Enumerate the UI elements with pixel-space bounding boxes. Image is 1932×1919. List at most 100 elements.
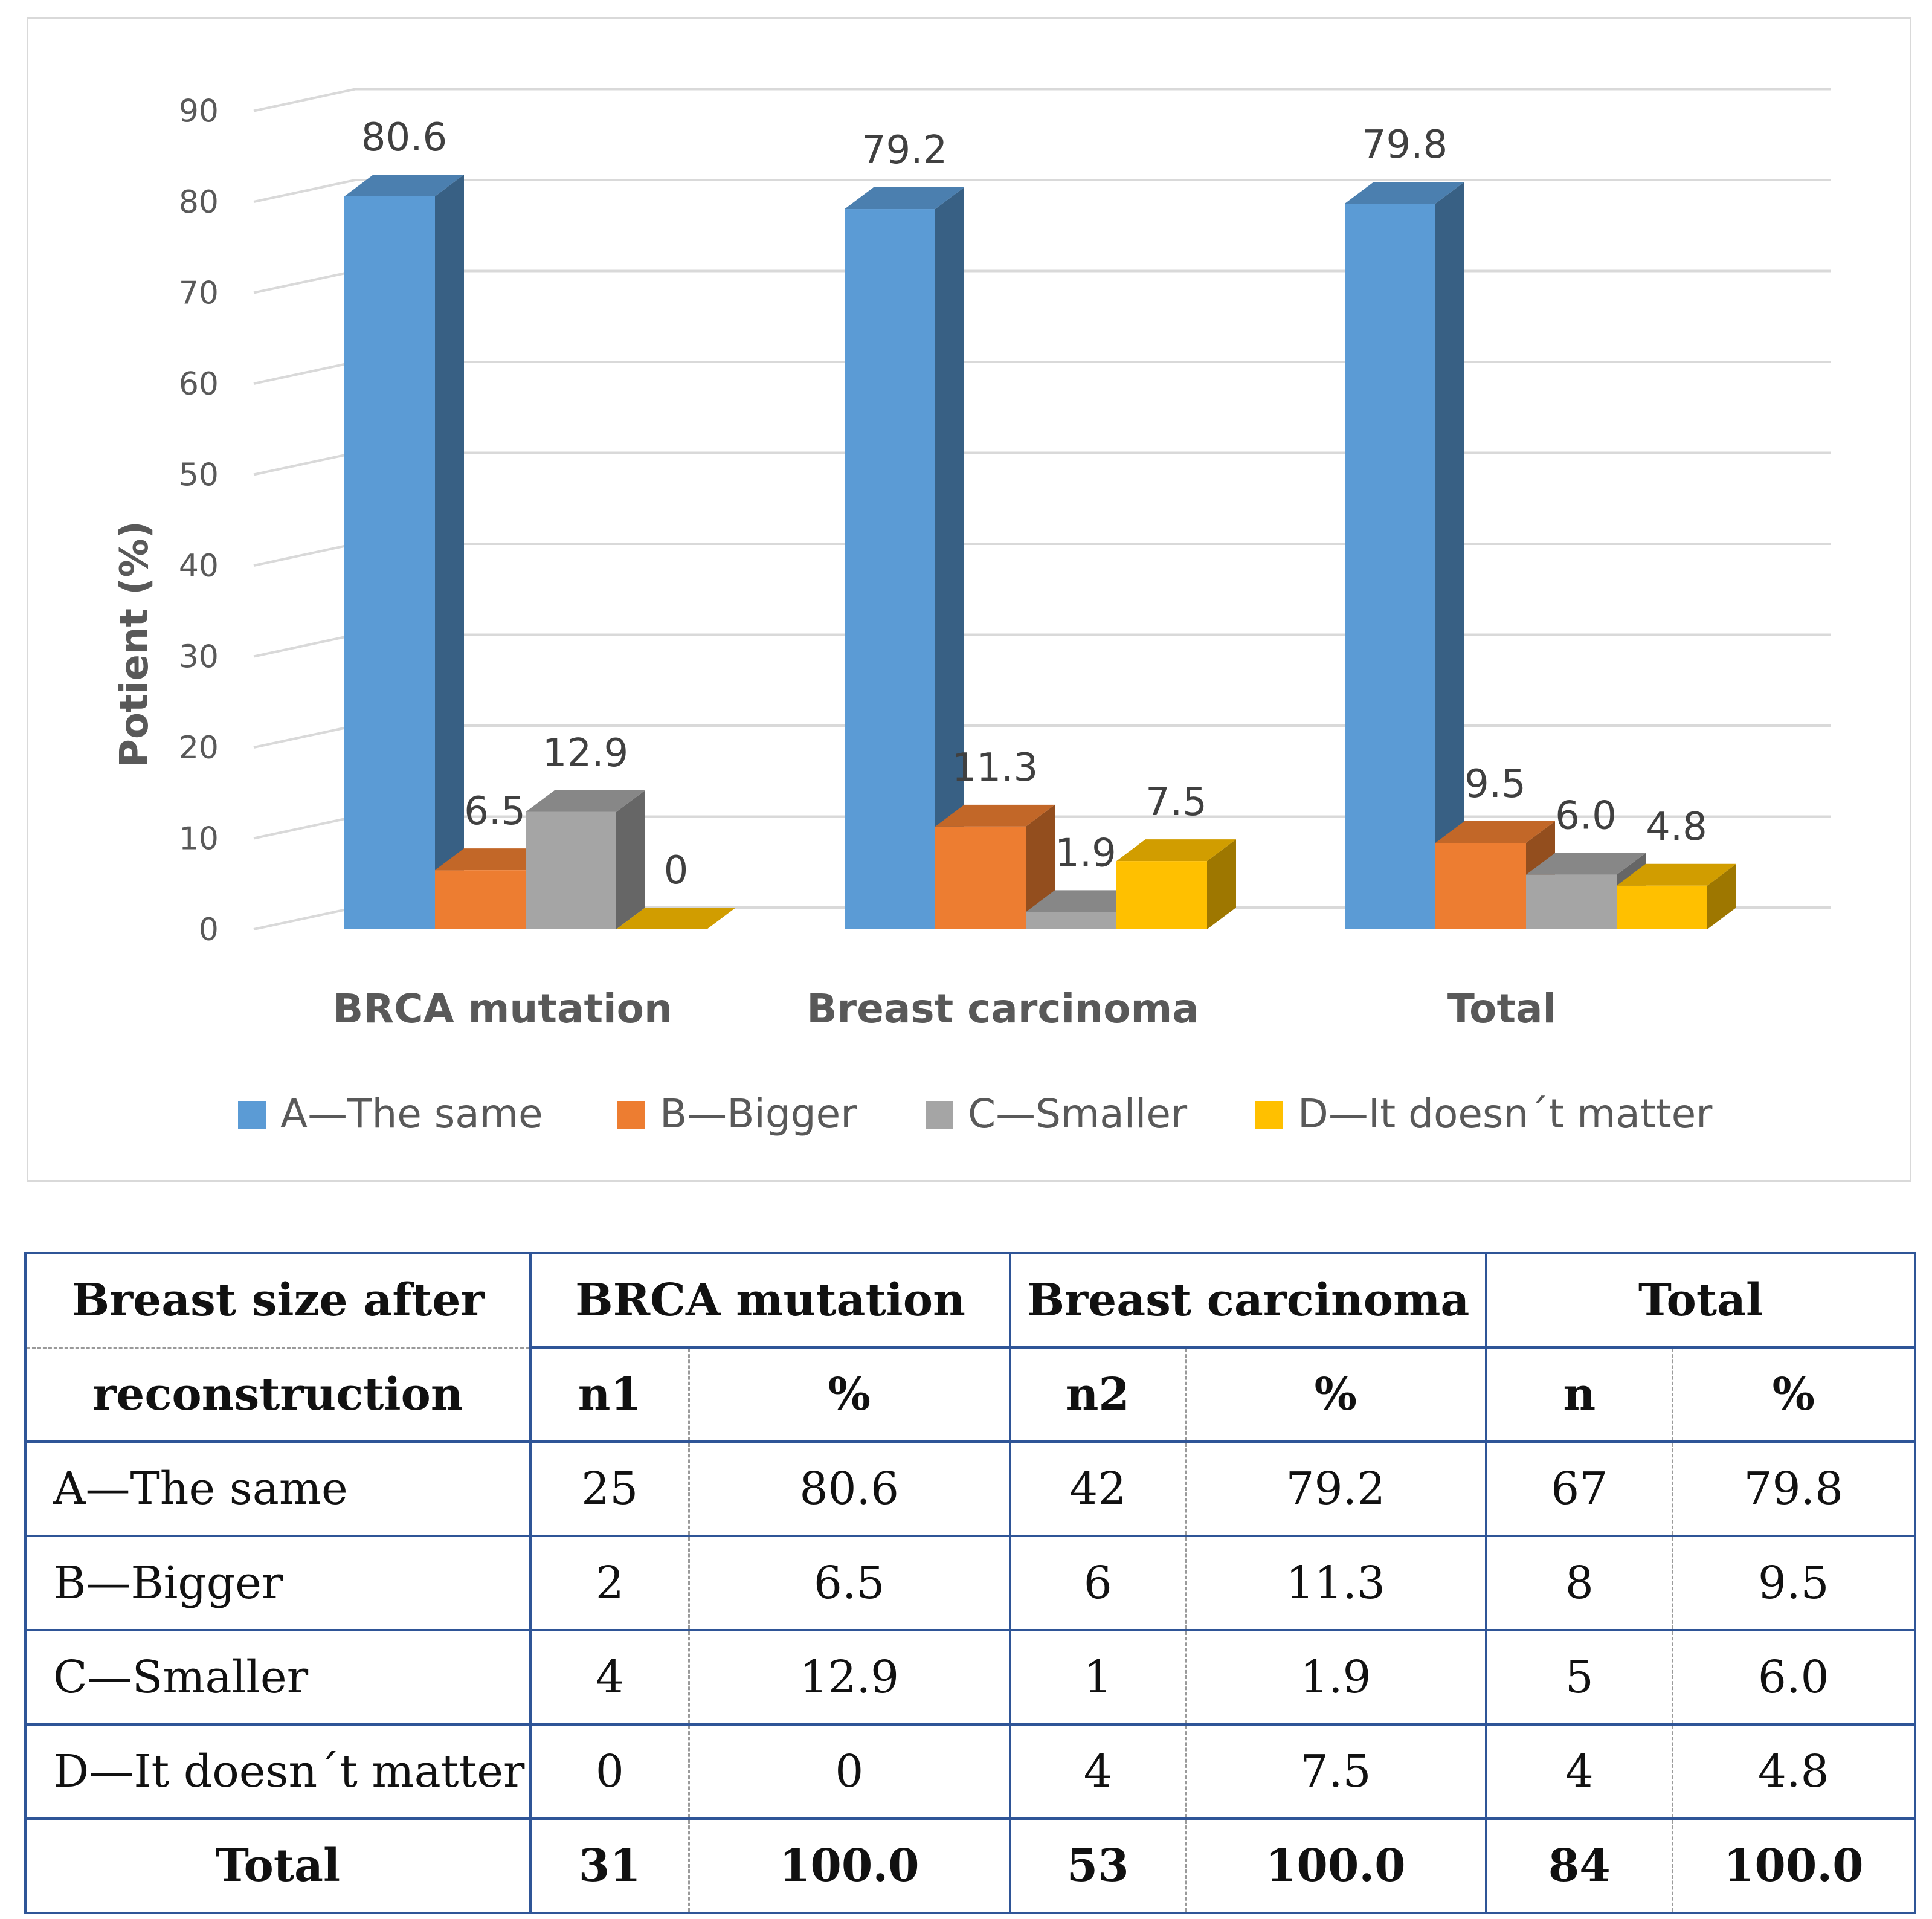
y-tick-label: 0 bbox=[199, 912, 219, 948]
table-row: A—The same 25 80.6 42 79.2 67 79.8 bbox=[24, 1440, 1916, 1537]
table-row: B—Bigger 2 6.5 6 11.3 8 9.5 bbox=[24, 1535, 1916, 1631]
bar bbox=[616, 908, 736, 929]
cell-pct1: 12.9 bbox=[687, 1629, 1011, 1726]
y-tick-label: 60 bbox=[179, 366, 219, 402]
legend-swatch bbox=[1255, 1101, 1283, 1129]
bar-top bbox=[1116, 839, 1236, 862]
data-label: 6.5 bbox=[464, 789, 526, 834]
gridline-side bbox=[253, 451, 356, 476]
bar-side bbox=[1707, 863, 1736, 929]
bar-side bbox=[935, 187, 964, 929]
bar-front bbox=[435, 870, 526, 929]
total-n2: 53 bbox=[1009, 1817, 1187, 1914]
breast-size-table: Breast size after BRCA mutation Breast c… bbox=[24, 1252, 1916, 1914]
bar-front bbox=[935, 826, 1026, 929]
table-row: C—Smaller 4 12.9 1 1.9 5 6.0 bbox=[24, 1629, 1916, 1726]
y-axis-label: Potient (%) bbox=[112, 521, 157, 767]
legend-item: C—Smaller bbox=[926, 1091, 1188, 1137]
data-label: 9.5 bbox=[1464, 762, 1526, 807]
cell-n1: 0 bbox=[529, 1723, 690, 1820]
data-label: 12.9 bbox=[543, 731, 629, 776]
bar-side bbox=[435, 174, 464, 930]
data-label: 80.6 bbox=[361, 115, 448, 160]
legend-item: D—It doesn´t matter bbox=[1255, 1091, 1713, 1137]
cell-pct1: 0 bbox=[687, 1723, 1011, 1820]
gridline-side bbox=[253, 543, 356, 567]
data-label: 6.0 bbox=[1555, 794, 1617, 839]
header-pct2: % bbox=[1184, 1346, 1487, 1443]
header-row-label-top: Breast size after bbox=[24, 1252, 532, 1349]
bar-front bbox=[1617, 885, 1707, 929]
bar-top bbox=[1526, 853, 1646, 875]
data-label: 4.8 bbox=[1646, 805, 1707, 850]
cell-pct3: 6.0 bbox=[1671, 1629, 1916, 1726]
data-label: 0 bbox=[664, 848, 689, 893]
legend-label: D—It doesn´t matter bbox=[1298, 1091, 1713, 1137]
total-label: Total bbox=[24, 1817, 532, 1914]
bar-front bbox=[845, 209, 935, 929]
legend-label: C—Smaller bbox=[968, 1091, 1188, 1137]
total-n3: 84 bbox=[1485, 1817, 1673, 1914]
data-label: 11.3 bbox=[952, 746, 1038, 790]
table-header-row-2: reconstruction n1 % n2 % n % bbox=[24, 1346, 1916, 1443]
bar-top bbox=[1435, 821, 1555, 843]
header-n3: n bbox=[1485, 1346, 1673, 1443]
bar-top bbox=[344, 174, 464, 196]
gridline-side bbox=[253, 906, 356, 930]
bar-front bbox=[1526, 874, 1617, 929]
bar-side bbox=[1207, 839, 1236, 929]
row-label: D—It doesn´t matter bbox=[24, 1723, 532, 1820]
cell-n1: 4 bbox=[529, 1629, 690, 1726]
y-tick-label: 50 bbox=[179, 457, 219, 494]
gridline-side bbox=[253, 361, 356, 385]
header-pct3: % bbox=[1671, 1346, 1916, 1443]
data-labels: 80.6 6.5 12.9 0 79.2 11.3 1.9 7.5 79.8 9.5 6.0 4.8 bbox=[361, 115, 1707, 893]
y-tick-label: 10 bbox=[179, 821, 219, 857]
legend-swatch bbox=[926, 1101, 953, 1129]
bar-top bbox=[1345, 182, 1464, 204]
chart-frame bbox=[27, 17, 1911, 1182]
y-tick-label: 30 bbox=[179, 639, 219, 676]
bar-front bbox=[344, 196, 435, 930]
cell-pct3: 4.8 bbox=[1671, 1723, 1916, 1820]
cell-pct2: 1.9 bbox=[1184, 1629, 1487, 1726]
bar bbox=[935, 804, 1055, 929]
bar-top bbox=[935, 804, 1055, 827]
bar-top bbox=[845, 187, 964, 210]
bar-front bbox=[1435, 843, 1526, 929]
header-group-carcinoma: Breast carcinoma bbox=[1009, 1252, 1487, 1349]
table-row: D—It doesn´t matter 0 0 4 7.5 4 4.8 bbox=[24, 1723, 1916, 1820]
cell-n2: 4 bbox=[1009, 1723, 1187, 1820]
bar-front bbox=[1345, 204, 1435, 929]
cell-n2: 42 bbox=[1009, 1440, 1187, 1537]
header-n2: n2 bbox=[1009, 1346, 1187, 1443]
total-pct2: 100.0 bbox=[1184, 1817, 1487, 1914]
x-category-label: Total bbox=[1447, 985, 1556, 1032]
bar-top bbox=[1617, 863, 1736, 886]
cell-n2: 1 bbox=[1009, 1629, 1187, 1726]
legend-swatch bbox=[617, 1101, 645, 1129]
bar bbox=[526, 790, 645, 929]
data-label: 7.5 bbox=[1145, 780, 1207, 825]
cell-n3: 67 bbox=[1485, 1440, 1673, 1537]
row-label: A—The same bbox=[24, 1440, 532, 1537]
bars bbox=[344, 174, 1736, 930]
y-tick-label: 40 bbox=[179, 548, 219, 584]
header-pct1: % bbox=[687, 1346, 1011, 1443]
total-pct3: 100.0 bbox=[1671, 1817, 1916, 1914]
cell-pct1: 6.5 bbox=[687, 1535, 1011, 1631]
bar-chart: 0 10 20 30 40 50 60 70 80 90 80.6 6.5 12.9 0 79.2 11.3… bbox=[112, 88, 1831, 1137]
header-row-label-bottom: reconstruction bbox=[24, 1346, 532, 1443]
bar-top bbox=[1026, 890, 1145, 912]
bar-top bbox=[526, 790, 645, 812]
y-axis-ticks: 0 10 20 30 40 50 60 70 80 90 bbox=[179, 94, 219, 949]
header-group-total: Total bbox=[1485, 1252, 1916, 1349]
y-tick-label: 90 bbox=[179, 94, 219, 130]
gridline-side bbox=[253, 724, 356, 749]
cell-n3: 8 bbox=[1485, 1535, 1673, 1631]
bar bbox=[1116, 839, 1236, 929]
cell-pct3: 9.5 bbox=[1671, 1535, 1916, 1631]
row-label: C—Smaller bbox=[24, 1629, 532, 1726]
cell-pct2: 7.5 bbox=[1184, 1723, 1487, 1820]
gridline-side bbox=[253, 633, 356, 658]
